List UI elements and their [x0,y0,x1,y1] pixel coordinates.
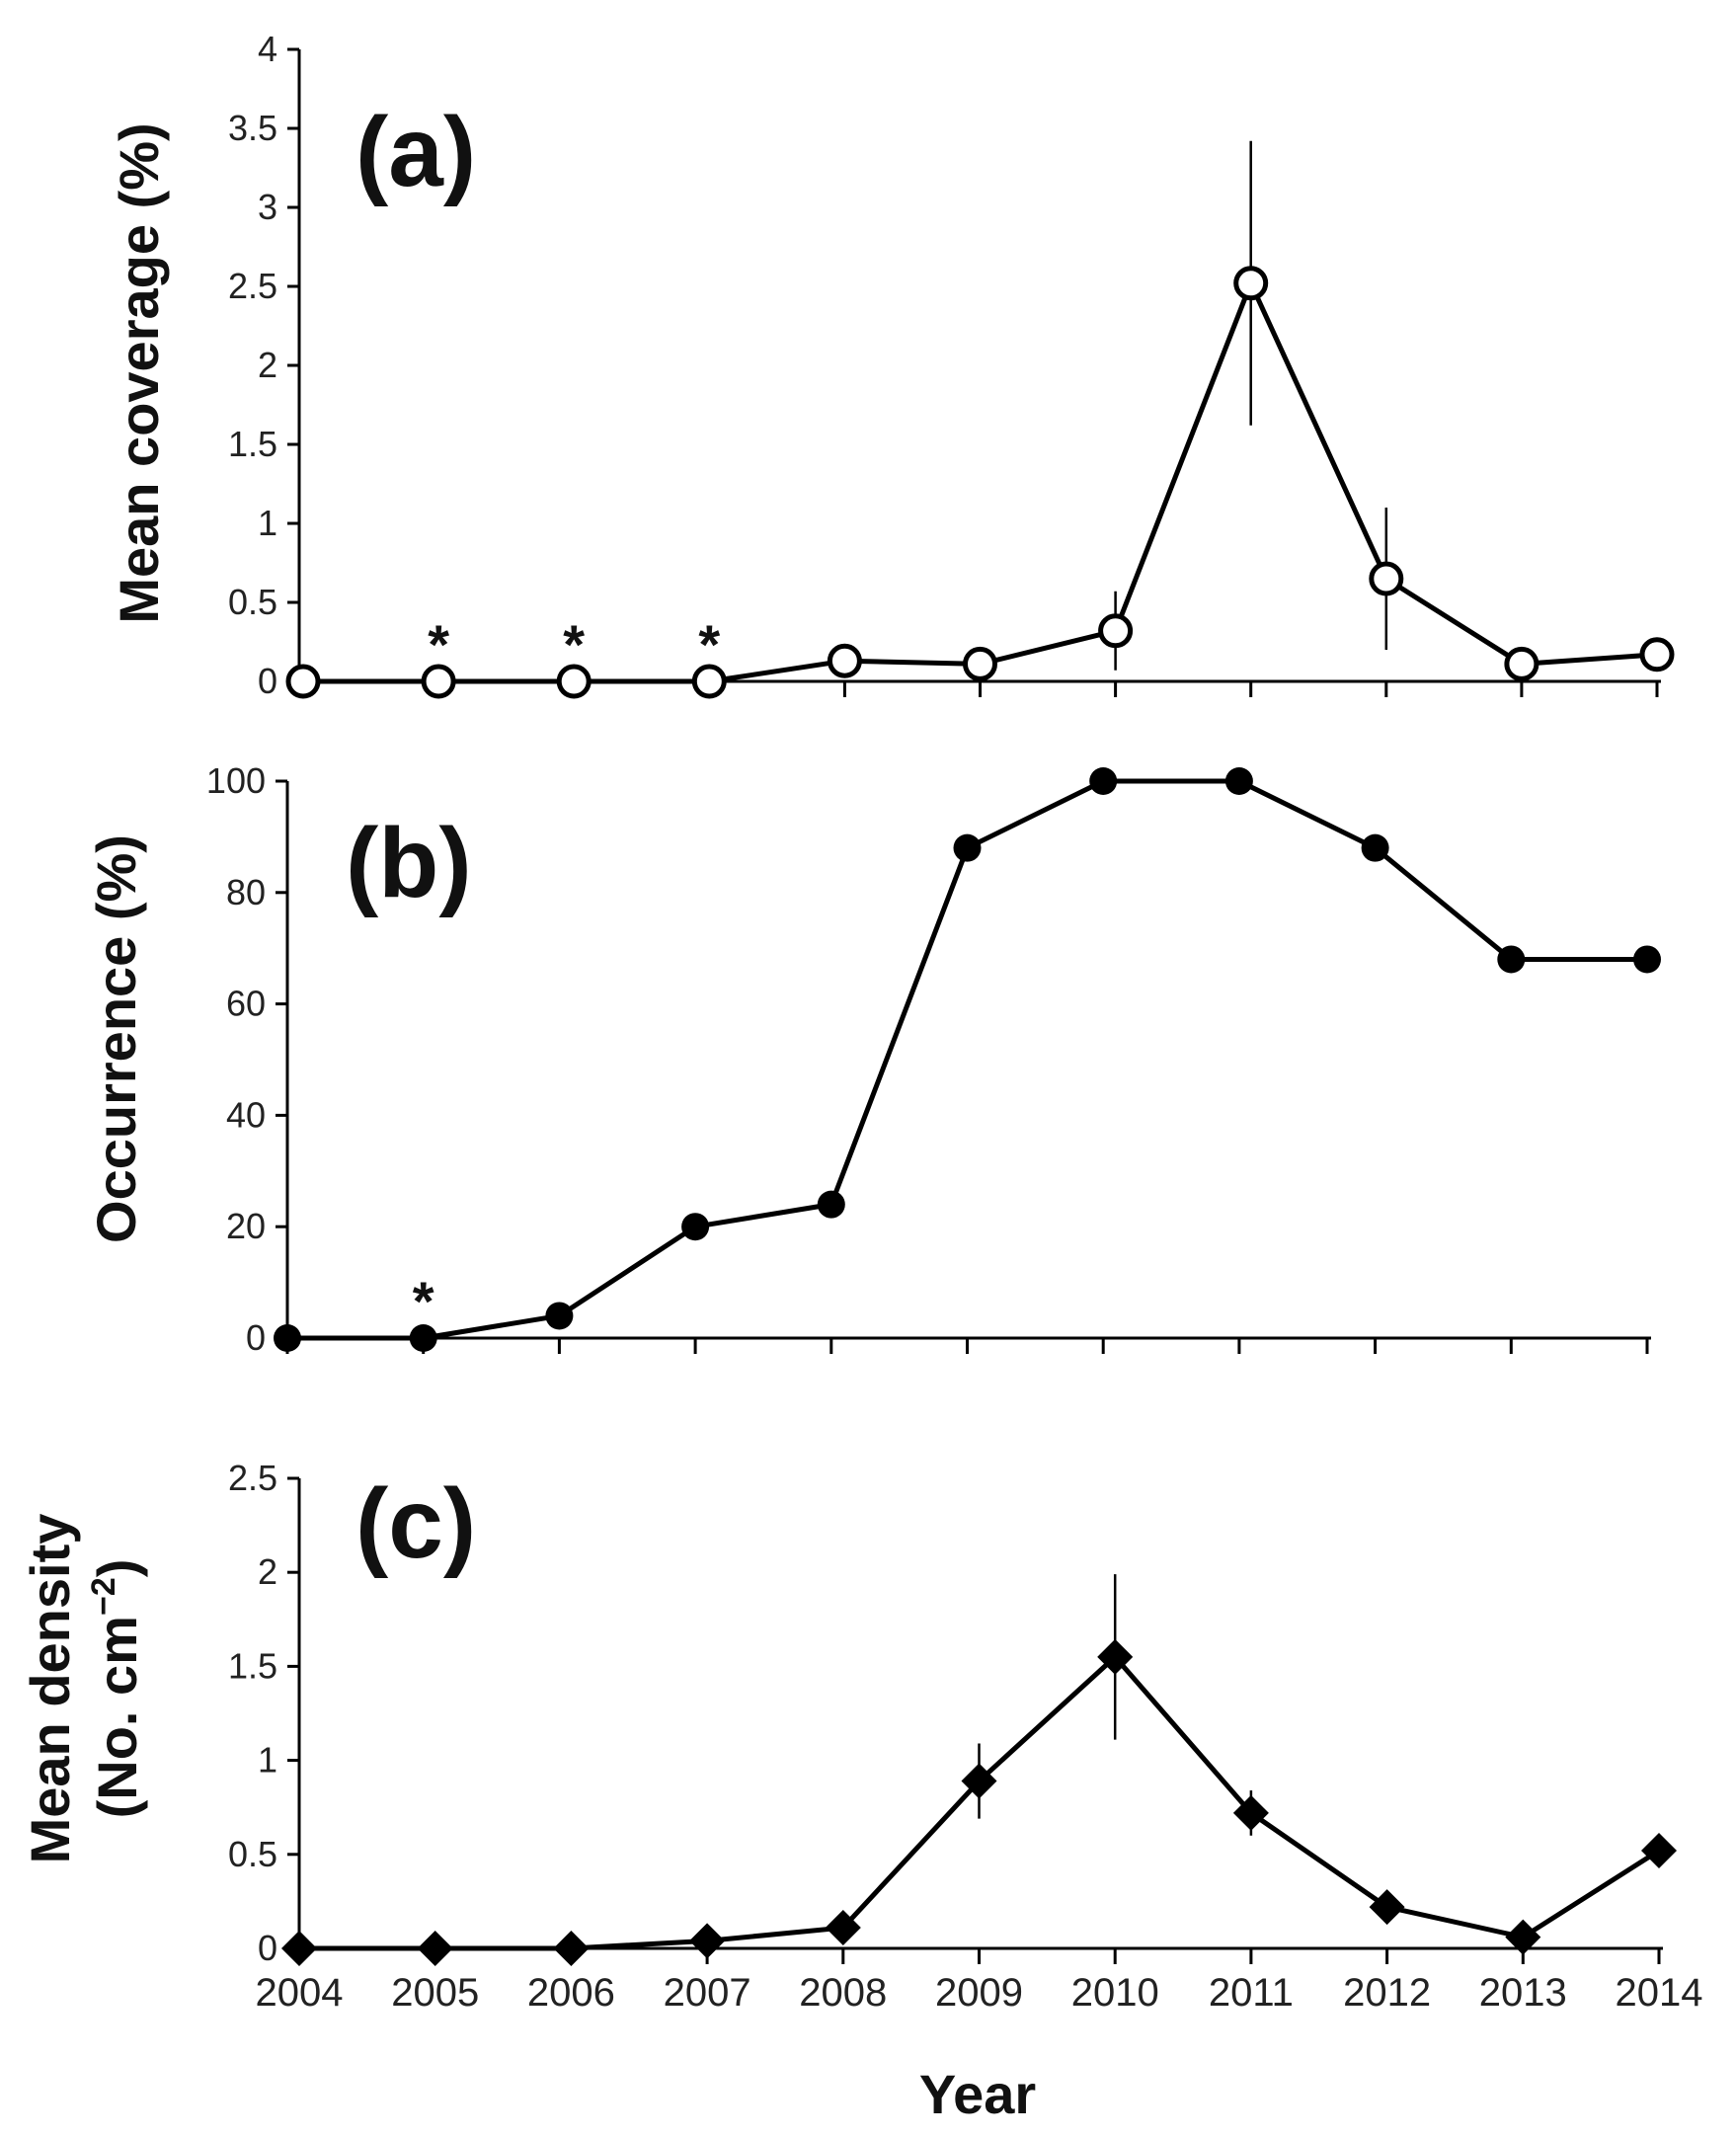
panel-a-significance-star: * [428,613,449,675]
panel-c-ylabel-superscript: −2 [85,1577,122,1616]
panel-c-data-point [825,1910,861,1946]
panel-a-data-point [963,646,997,681]
panel-c-data-point [553,1931,590,1966]
panel-b-data-point [817,1190,845,1219]
panel-a-data-point [1639,637,1675,673]
panel-a-y-tick-label: 3 [258,187,277,227]
panel-b-significance-star: * [413,1270,434,1332]
panel-a-y-tick-label: 3.5 [228,108,277,148]
x-tick-label: 2008 [799,1971,887,2015]
panel-a-data-point [421,664,456,699]
panel-a-data-point [827,643,862,678]
panel-a-y-tick-label: 0 [258,661,277,701]
x-tick-label: 2009 [935,1971,1023,2015]
panel-c-y-tick-label: 2.5 [228,1458,277,1498]
panel-a-y-tick-label: 2.5 [228,266,277,306]
panel-b-label: (b) [346,808,472,918]
panel-c-data-point [1505,1919,1541,1955]
panel-b-y-tick-label: 100 [206,760,266,801]
panel-b-data-point [409,1324,437,1352]
panel-a-data-point [1098,613,1134,649]
x-tick-label: 2005 [391,1971,479,2015]
panel-b-data-point [1224,767,1253,795]
panel-a-y-tick-label: 2 [258,345,277,385]
panel-b-y-tick-label: 0 [246,1317,266,1358]
x-tick-label: 2010 [1071,1971,1159,2015]
panel-a-y-tick-label: 1.5 [228,424,277,464]
panel-b-data-point [1497,945,1526,974]
panel-b-data-point [1633,945,1661,974]
x-tick-label: 2004 [256,1971,344,2015]
x-tick-label: 2011 [1209,1971,1294,2015]
x-tick-label: 2012 [1343,1971,1431,2015]
panel-a-y-axis-title: Mean coverage (%) [108,122,170,623]
panel-b-y-tick-label: 80 [226,872,266,912]
panel-c-density-chart: (c) Mean density (No. cm−2) Year 0 0.5 1 1.… [19,1458,1702,2125]
panel-a-data-point [556,664,592,699]
panel-b-data-point [953,833,982,862]
panel-c-y-tick-label: 2 [258,1551,277,1592]
panel-c-data-point [1641,1832,1677,1868]
x-tick-label: 2007 [664,1971,751,2015]
panel-a-data-point [285,664,321,699]
x-tick-label: 2014 [1616,1971,1703,2015]
panel-b-data-point [274,1324,301,1352]
panel-b-data-point [1089,767,1118,795]
x-tick-label: 2006 [527,1971,615,2015]
panel-c-ylabel-unit: (No. cm [86,1616,148,1818]
panel-c-data-point [961,1763,997,1799]
panel-b-data-point [1361,833,1389,862]
panel-c-data-point [417,1931,453,1966]
panel-a-y-tick-label: 1 [258,503,277,543]
panel-a-series-line [303,280,1658,684]
panel-b-data-point [545,1302,574,1330]
panel-c-label: (c) [355,1468,476,1579]
panel-a-y-tick-label: 0.5 [228,582,277,622]
panel-c-data-point [281,1931,317,1966]
panel-a-coverage-chart: (a) Mean coverage (%) 0 0.5 1 1.5 2 2.5 3 3.5 4 *… [108,29,1675,701]
panel-c-data-point [689,1923,726,1959]
panel-b-y-tick-label: 40 [226,1094,266,1135]
x-axis-title: Year [919,2063,1036,2125]
panel-c-y-tick-label: 0.5 [228,1834,277,1874]
panel-b-y-axis-title: Occurrence (%) [85,834,147,1243]
panel-a-label: (a) [355,97,476,207]
panel-c-data-point [1232,1794,1269,1831]
panel-b-occurrence-chart: (b) Occurrence (%) 0 20 40 60 80 100 * [85,760,1661,1358]
panel-a-data-point [1504,646,1539,681]
panel-a-y-tick-label: 4 [258,29,277,69]
panel-c-data-point [1097,1638,1134,1675]
panel-a-data-point [1369,561,1404,596]
panel-c-y-tick-label: 1.5 [228,1645,277,1686]
panel-c-y-tick-label: 0 [258,1928,277,1968]
panel-a-significance-star: * [563,613,585,675]
panel-c-data-point [1369,1889,1405,1926]
panel-a-data-point [691,664,727,699]
panel-c-y-tick-label: 1 [258,1740,277,1781]
x-tick-label: 2013 [1479,1971,1567,2015]
panel-b-y-tick-label: 60 [226,984,266,1024]
panel-a-significance-star: * [698,613,720,675]
panel-a-data-point [1233,266,1269,301]
panel-c-y-axis-title-line1: Mean density [19,1514,81,1864]
panel-c-ylabel-close: ) [86,1559,148,1578]
panel-c-y-axis-title-line2: (No. cm−2) [85,1559,148,1819]
panel-b-y-tick-label: 20 [226,1206,266,1246]
panel-b-data-point [681,1213,710,1241]
panel-b-series-line [287,778,1647,1341]
